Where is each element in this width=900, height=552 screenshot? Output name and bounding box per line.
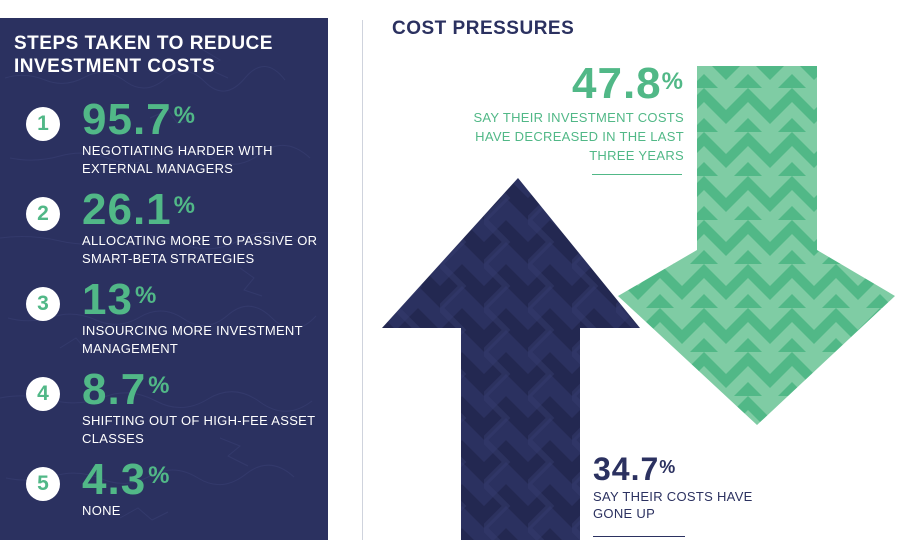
increased-label: SAY THEIR COSTS HAVE GONE UP — [593, 489, 753, 521]
decreased-percent: 47.8% — [572, 59, 684, 108]
step-label: INSOURCING MORE INVESTMENT MANAGEMENT — [82, 323, 303, 356]
step-percent: 26.1% — [82, 185, 196, 234]
cost-pressures-title: COST PRESSURES — [392, 18, 575, 39]
increased-stat: 34.7% SAY THEIR COSTS HAVE GONE UP — [593, 452, 763, 522]
step-number-badge: 2 — [26, 197, 60, 231]
step-percent: 13% — [82, 275, 158, 324]
step-number-badge: 5 — [26, 467, 60, 501]
navy-rule — [593, 536, 685, 537]
steps-panel: STEPS TAKEN TO REDUCE INVESTMENT COSTS 1… — [0, 18, 328, 540]
increased-percent: 34.7% — [593, 451, 677, 487]
panel-title: STEPS TAKEN TO REDUCE INVESTMENT COSTS — [14, 33, 273, 77]
step-number-badge: 4 — [26, 377, 60, 411]
decreased-label: SAY THEIR INVESTMENT COSTS HAVE DECREASE… — [473, 110, 684, 163]
up-arrow-icon — [382, 178, 640, 540]
step-percent: 8.7% — [82, 365, 171, 414]
step-number-badge: 1 — [26, 107, 60, 141]
step-label: NEGOTIATING HARDER WITH EXTERNAL MANAGER… — [82, 143, 273, 176]
step-label: ALLOCATING MORE TO PASSIVE OR SMART-BETA… — [82, 233, 318, 266]
vertical-divider — [362, 20, 363, 540]
down-arrow-icon — [618, 66, 895, 425]
step-label: NONE — [82, 503, 121, 518]
step-number-badge: 3 — [26, 287, 60, 321]
decreased-stat: 47.8% SAY THEIR INVESTMENT COSTS HAVE DE… — [470, 62, 684, 165]
arrows-graphic — [382, 66, 895, 540]
step-label: SHIFTING OUT OF HIGH-FEE ASSET CLASSES — [82, 413, 316, 446]
step-percent: 4.3% — [82, 455, 171, 504]
green-rule — [592, 174, 682, 175]
step-percent: 95.7% — [82, 95, 196, 144]
